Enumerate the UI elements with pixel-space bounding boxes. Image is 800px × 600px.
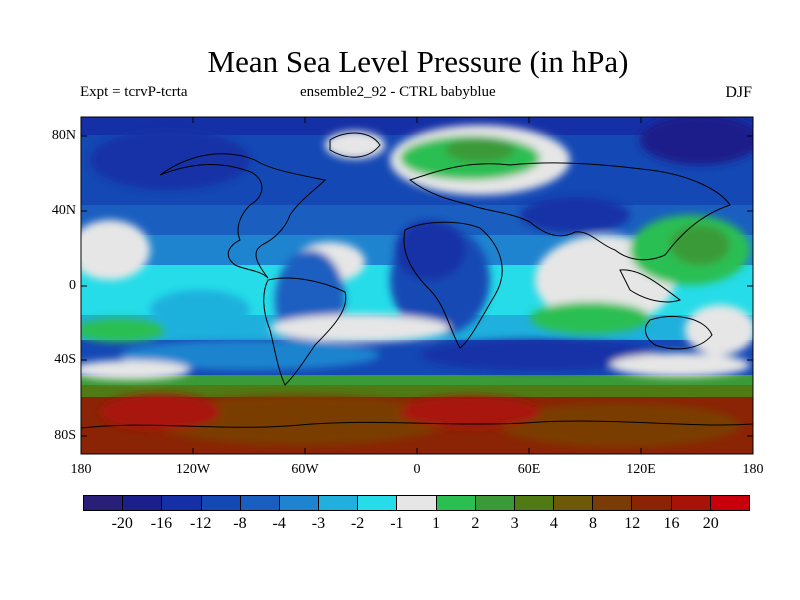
colorbar-label: 1 [432,515,441,532]
colorbar-label: -12 [190,515,212,532]
colorbar-segment [554,496,594,510]
colorbar-segment [671,496,711,510]
colorbar-label: 20 [702,515,719,532]
lat-tick-label: 40N [51,203,76,218]
colorbar-label: -1 [390,515,404,532]
colorbar-segment [201,496,241,510]
lon-tick-label: 120W [175,462,211,477]
experiment-label: Expt = tcrvP-tcrta [80,84,188,100]
lon-tick-label: 180 [742,462,764,477]
lat-tick-marks [81,135,753,437]
colorbar-label: -16 [150,515,173,532]
colorbar-label: 16 [663,515,680,532]
colorbar-segment [593,496,633,510]
lon-tick-label: 120E [626,462,656,477]
colorbar-segment [475,496,515,510]
colorbar-segment [319,496,359,510]
coastline-layer [81,132,753,429]
colorbar-segment [514,496,555,510]
colorbar-segment [279,496,320,510]
lon-tick-label: 0 [413,462,421,477]
lon-tick-label: 60E [517,462,541,477]
lat-tick-label: 0 [69,278,76,293]
colorbar-label: -2 [350,515,365,532]
colorbar [83,495,750,511]
colorbar-label: 3 [510,515,519,532]
lon-tick-label: 60W [291,462,319,477]
colorbar-segment [84,496,124,510]
colorbar-segment [632,496,672,510]
colorbar-label: 12 [624,515,641,532]
colorbar-segment [358,496,398,510]
lat-tick-label: 40S [54,352,76,367]
season-label: DJF [725,84,752,101]
colorbar-segment [397,496,437,510]
plot-title: Mean Sea Level Pressure (in hPa) [207,44,629,79]
colorbar-label: 4 [549,515,558,532]
colorbar-segment [710,496,749,510]
lat-tick-label: 80N [51,128,76,143]
colorbar-segment [240,496,280,510]
colorbar-segment [436,496,476,510]
colorbar-label: -20 [111,515,133,532]
colorbar-label: -4 [272,515,286,532]
field-layer [81,117,753,454]
ensemble-label: ensemble2_92 - CTRL babyblue [300,84,496,100]
lat-tick-label: 80S [54,428,76,443]
colorbar-label: 2 [471,515,480,532]
colorbar-label: -8 [233,515,247,532]
lon-tick-marks [192,117,642,454]
colorbar-segment [162,496,202,510]
colorbar-segment [123,496,163,510]
colorbar-label: -3 [311,515,326,532]
lon-tick-label: 180 [70,462,92,477]
colorbar-label: 8 [589,515,598,532]
